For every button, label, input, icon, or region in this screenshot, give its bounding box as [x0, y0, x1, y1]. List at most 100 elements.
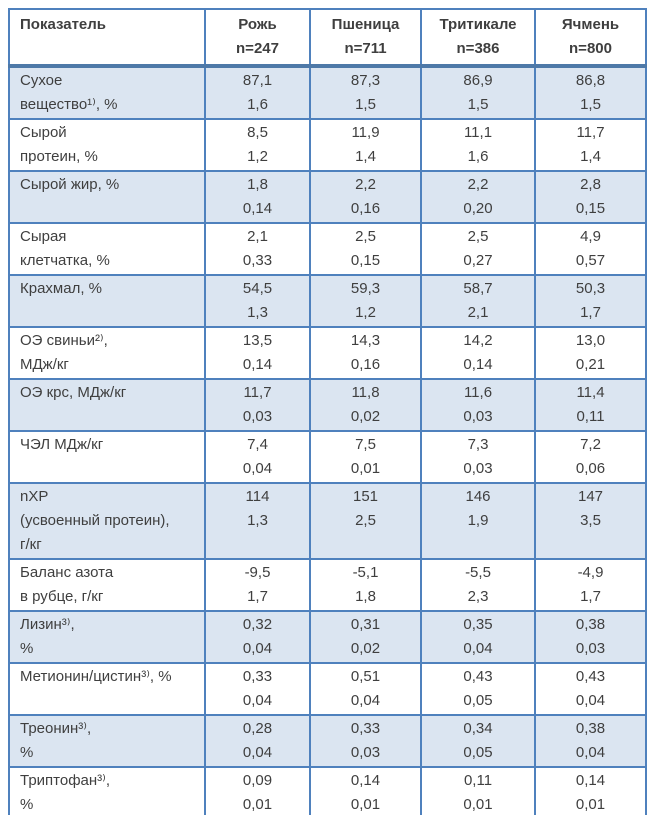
row-label: Метионин/цистин³⁾, %	[8, 662, 206, 716]
feed-value-table: Показатель Рожь n=247 Пшеница n=711 Трит…	[8, 8, 647, 815]
cell-wheat: 0,51 0,04	[309, 662, 422, 716]
row-label: Баланс азота в рубце, г/кг	[8, 558, 206, 612]
row-label: Треонин³⁾, %	[8, 714, 206, 768]
cell-barley: 0,38 0,04	[534, 714, 647, 768]
table-row: ЧЭЛ МДж/кг 7,4 0,04 7,5 0,01 7,3 0,03 7,…	[8, 430, 647, 484]
col-name: Ячмень	[561, 16, 620, 33]
cell-barley: 4,9 0,57	[534, 222, 647, 276]
cell-barley: 13,0 0,21	[534, 326, 647, 380]
cell-wheat: 151 2,5	[309, 482, 422, 560]
cell-triticale: 58,7 2,1	[420, 274, 536, 328]
cell-wheat: 7,5 0,01	[309, 430, 422, 484]
cell-barley: 0,14 0,01	[534, 766, 647, 815]
row-label: Сухое вещество¹⁾, %	[8, 65, 206, 120]
cell-rye: 114 1,3	[204, 482, 311, 560]
cell-wheat: 0,14 0,01	[309, 766, 422, 815]
cell-triticale: 0,34 0,05	[420, 714, 536, 768]
cell-wheat: -5,1 1,8	[309, 558, 422, 612]
cell-barley: 0,43 0,04	[534, 662, 647, 716]
header-col-wheat: Пшеница n=711	[309, 8, 422, 68]
table-row: Метионин/цистин³⁾, % 0,33 0,04 0,51 0,04…	[8, 662, 647, 716]
cell-rye: 7,4 0,04	[204, 430, 311, 484]
cell-rye: 87,1 1,6	[204, 65, 311, 120]
cell-wheat: 2,2 0,16	[309, 170, 422, 224]
col-name: Рожь	[238, 16, 277, 33]
cell-triticale: 0,43 0,05	[420, 662, 536, 716]
cell-triticale: 86,9 1,5	[420, 65, 536, 120]
cell-rye: 11,7 0,03	[204, 378, 311, 432]
cell-barley: 11,7 1,4	[534, 118, 647, 172]
cell-triticale: 0,35 0,04	[420, 610, 536, 664]
row-label: ОЭ крс, МДж/кг	[8, 378, 206, 432]
cell-barley: 50,3 1,7	[534, 274, 647, 328]
cell-triticale: 2,5 0,27	[420, 222, 536, 276]
cell-triticale: -5,5 2,3	[420, 558, 536, 612]
cell-barley: -4,9 1,7	[534, 558, 647, 612]
table-row: ОЭ свиньи²⁾, МДж/кг 13,5 0,14 14,3 0,16 …	[8, 326, 647, 380]
table-row: nXP (усвоенный протеин), г/кг 114 1,3 15…	[8, 482, 647, 560]
table-row: Триптофан³⁾, % 0,09 0,01 0,14 0,01 0,11 …	[8, 766, 647, 815]
header-indicator: Показатель	[8, 8, 206, 68]
cell-barley: 147 3,5	[534, 482, 647, 560]
cell-rye: 54,5 1,3	[204, 274, 311, 328]
col-name: Пшеница	[331, 16, 400, 33]
cell-rye: 2,1 0,33	[204, 222, 311, 276]
col-sample-size: n=386	[456, 40, 500, 57]
cell-triticale: 7,3 0,03	[420, 430, 536, 484]
cell-triticale: 11,1 1,6	[420, 118, 536, 172]
cell-barley: 2,8 0,15	[534, 170, 647, 224]
col-sample-size: n=247	[236, 40, 279, 57]
cell-rye: 0,33 0,04	[204, 662, 311, 716]
col-sample-size: n=711	[344, 40, 387, 57]
cell-rye: 0,09 0,01	[204, 766, 311, 815]
row-label: ЧЭЛ МДж/кг	[8, 430, 206, 484]
row-label: Лизин³⁾, %	[8, 610, 206, 664]
header-col-triticale: Тритикале n=386	[420, 8, 536, 68]
cell-barley: 7,2 0,06	[534, 430, 647, 484]
table-row: Треонин³⁾, % 0,28 0,04 0,33 0,03 0,34 0,…	[8, 714, 647, 768]
cell-rye: 8,5 1,2	[204, 118, 311, 172]
cell-wheat: 14,3 0,16	[309, 326, 422, 380]
table-row: Сырой жир, % 1,8 0,14 2,2 0,16 2,2 0,20 …	[8, 170, 647, 224]
cell-barley: 0,38 0,03	[534, 610, 647, 664]
table-row: Баланс азота в рубце, г/кг -9,5 1,7 -5,1…	[8, 558, 647, 612]
cell-triticale: 0,11 0,01	[420, 766, 536, 815]
table-row: Лизин³⁾, % 0,32 0,04 0,31 0,02 0,35 0,04…	[8, 610, 647, 664]
header-row: Показатель Рожь n=247 Пшеница n=711 Трит…	[8, 8, 647, 68]
row-label: Крахмал, %	[8, 274, 206, 328]
cell-wheat: 0,33 0,03	[309, 714, 422, 768]
cell-wheat: 2,5 0,15	[309, 222, 422, 276]
cell-triticale: 146 1,9	[420, 482, 536, 560]
col-sample-size: n=800	[569, 40, 612, 57]
cell-rye: 0,28 0,04	[204, 714, 311, 768]
cell-triticale: 2,2 0,20	[420, 170, 536, 224]
table-row: Крахмал, % 54,5 1,3 59,3 1,2 58,7 2,1 50…	[8, 274, 647, 328]
cell-barley: 86,8 1,5	[534, 65, 647, 120]
row-label: Сырой жир, %	[8, 170, 206, 224]
cell-wheat: 11,9 1,4	[309, 118, 422, 172]
col-name: Тритикале	[439, 16, 517, 33]
row-label: ОЭ свиньи²⁾, МДж/кг	[8, 326, 206, 380]
cell-wheat: 87,3 1,5	[309, 65, 422, 120]
cell-rye: 13,5 0,14	[204, 326, 311, 380]
table-row: ОЭ крс, МДж/кг 11,7 0,03 11,8 0,02 11,6 …	[8, 378, 647, 432]
row-label: Сырой протеин, %	[8, 118, 206, 172]
cell-rye: 1,8 0,14	[204, 170, 311, 224]
cell-rye: -9,5 1,7	[204, 558, 311, 612]
header-col-rye: Рожь n=247	[204, 8, 311, 68]
row-label: nXP (усвоенный протеин), г/кг	[8, 482, 206, 560]
cell-triticale: 14,2 0,14	[420, 326, 536, 380]
cell-triticale: 11,6 0,03	[420, 378, 536, 432]
row-label: Триптофан³⁾, %	[8, 766, 206, 815]
row-label: Сырая клетчатка, %	[8, 222, 206, 276]
header-col-barley: Ячмень n=800	[534, 8, 647, 68]
table-row: Сырая клетчатка, % 2,1 0,33 2,5 0,15 2,5…	[8, 222, 647, 276]
cell-wheat: 11,8 0,02	[309, 378, 422, 432]
cell-wheat: 0,31 0,02	[309, 610, 422, 664]
table-row: Сырой протеин, % 8,5 1,2 11,9 1,4 11,1 1…	[8, 118, 647, 172]
table-row: Сухое вещество¹⁾, % 87,1 1,6 87,3 1,5 86…	[8, 65, 647, 120]
cell-barley: 11,4 0,11	[534, 378, 647, 432]
cell-wheat: 59,3 1,2	[309, 274, 422, 328]
cell-rye: 0,32 0,04	[204, 610, 311, 664]
